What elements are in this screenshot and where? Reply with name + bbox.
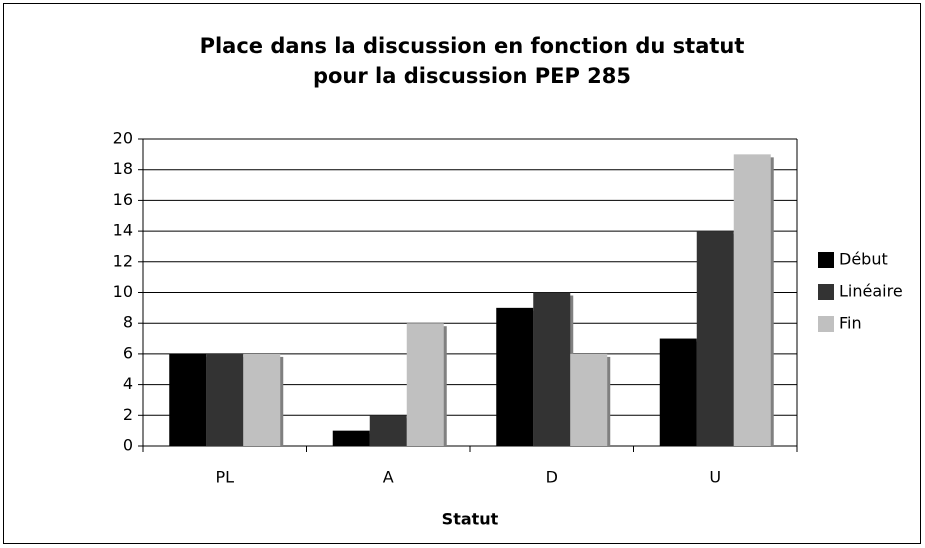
- y-tick-label: 4: [123, 374, 133, 393]
- bar: [369, 415, 407, 446]
- y-tick-label: 10: [113, 282, 133, 301]
- y-tick-label: 12: [113, 251, 133, 270]
- y-tick-label: 2: [123, 405, 133, 424]
- legend-swatch: [818, 316, 834, 332]
- bar: [533, 292, 571, 446]
- bar: [169, 353, 207, 446]
- x-axis-title: Statut: [442, 510, 499, 529]
- bar: [733, 154, 771, 446]
- legend-swatch: [818, 252, 834, 268]
- x-tick-label: U: [709, 468, 721, 487]
- bar: [659, 338, 697, 446]
- y-tick-label: 6: [123, 343, 133, 362]
- bar: [406, 323, 444, 446]
- bar: [243, 353, 281, 446]
- bar: [570, 353, 608, 446]
- legend-label: Fin: [839, 314, 862, 333]
- y-tick-label: 8: [123, 313, 133, 332]
- legend-label: Linéaire: [839, 282, 903, 301]
- bar: [696, 231, 734, 446]
- y-tick-label: 14: [113, 221, 133, 240]
- bar: [496, 307, 534, 446]
- chart-title: pour la discussion PEP 285: [313, 64, 631, 88]
- y-tick-label: 16: [113, 190, 133, 209]
- y-tick-label: 18: [113, 159, 133, 178]
- y-tick-label: 20: [113, 129, 133, 148]
- x-tick-label: A: [383, 468, 394, 487]
- legend-swatch: [818, 284, 834, 300]
- x-tick-label: D: [546, 468, 558, 487]
- legend-label: Début: [839, 250, 888, 269]
- bar: [332, 430, 370, 446]
- chart-title: Place dans la discussion en fonction du …: [200, 34, 745, 58]
- y-tick-label: 0: [123, 436, 133, 455]
- x-tick-label: PL: [215, 468, 234, 487]
- bar: [206, 353, 244, 446]
